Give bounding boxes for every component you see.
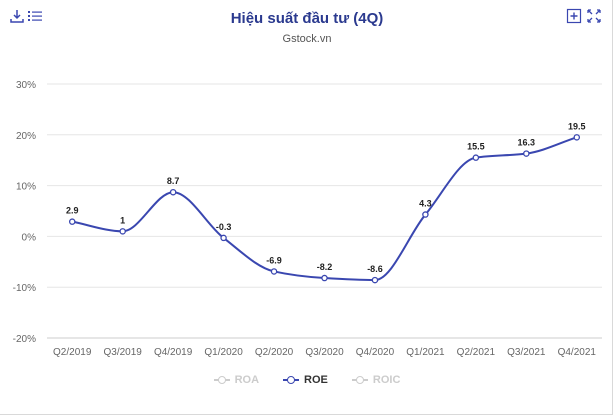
data-point <box>422 211 429 218</box>
fullscreen-icon[interactable] <box>586 8 602 24</box>
legend: ROA ROE ROIC <box>0 374 614 386</box>
x-tick-label: Q1/2020 <box>204 347 243 358</box>
chart-subtitle: Gstock.vn <box>282 33 332 45</box>
data-label: 4.3 <box>419 199 432 209</box>
legend-item-roic[interactable]: ROIC <box>351 374 401 386</box>
data-label: 2.9 <box>66 206 79 216</box>
x-tick-label: Q4/2021 <box>558 347 597 358</box>
data-label: 1 <box>120 215 125 225</box>
x-tick-label: Q1/2021 <box>406 347 445 358</box>
x-tick-label: Q3/2021 <box>507 347 546 358</box>
y-tick-label: -20% <box>13 334 36 345</box>
data-point <box>523 150 530 157</box>
data-label: -6.9 <box>266 255 282 265</box>
chart-title: Hiệu suất đầu tư (4Q) <box>230 10 384 27</box>
data-label: -8.2 <box>317 262 333 272</box>
legend-item-roa[interactable]: ROA <box>213 374 260 386</box>
x-tick-label: Q2/2020 <box>255 347 294 358</box>
data-label: 8.7 <box>167 176 180 186</box>
data-point <box>573 134 581 141</box>
x-tick-label: Q4/2020 <box>356 347 395 358</box>
data-label: 15.5 <box>467 142 485 152</box>
plus-box-icon[interactable] <box>566 8 582 24</box>
legend-marker <box>351 376 368 384</box>
y-tick-label: 20% <box>16 131 36 142</box>
hamburger-menu-icon[interactable] <box>27 8 43 24</box>
legend-marker <box>283 376 300 384</box>
x-tick-label: Q4/2019 <box>154 347 193 358</box>
y-tick-label: 10% <box>16 182 36 193</box>
x-tick-label: Q3/2020 <box>305 347 344 358</box>
data-point <box>68 218 76 225</box>
line-chart: 30% 20% 10% 0% -10% -20% Q2/2019 Q3/2019 Q4/2019… <box>13 80 602 358</box>
legend-item-roe[interactable]: ROE <box>283 374 328 386</box>
data-point <box>472 154 480 161</box>
data-label: 16.3 <box>518 138 536 148</box>
data-label: 19.5 <box>568 121 586 131</box>
legend-marker <box>213 376 230 384</box>
toolbar-left <box>9 8 43 24</box>
legend-label: ROE <box>304 374 328 386</box>
x-tick-label: Q2/2021 <box>457 347 496 358</box>
series-line-roe <box>72 136 578 282</box>
y-tick-label: 30% <box>16 80 36 91</box>
x-tick-label: Q3/2019 <box>103 347 142 358</box>
y-tick-label: -10% <box>13 283 36 294</box>
legend-label: ROIC <box>372 374 401 386</box>
toolbar-right <box>566 8 602 24</box>
data-label: -8.6 <box>367 264 383 274</box>
data-label: -0.3 <box>216 222 232 232</box>
data-point <box>220 234 227 242</box>
data-point <box>321 274 328 282</box>
y-tick-label: 0% <box>22 232 37 243</box>
data-point <box>169 188 177 196</box>
legend-label: ROA <box>234 374 260 386</box>
data-point <box>119 228 126 235</box>
x-tick-label: Q2/2019 <box>53 347 92 358</box>
data-point <box>270 268 278 275</box>
download-icon[interactable] <box>9 8 25 24</box>
data-point <box>371 276 379 284</box>
